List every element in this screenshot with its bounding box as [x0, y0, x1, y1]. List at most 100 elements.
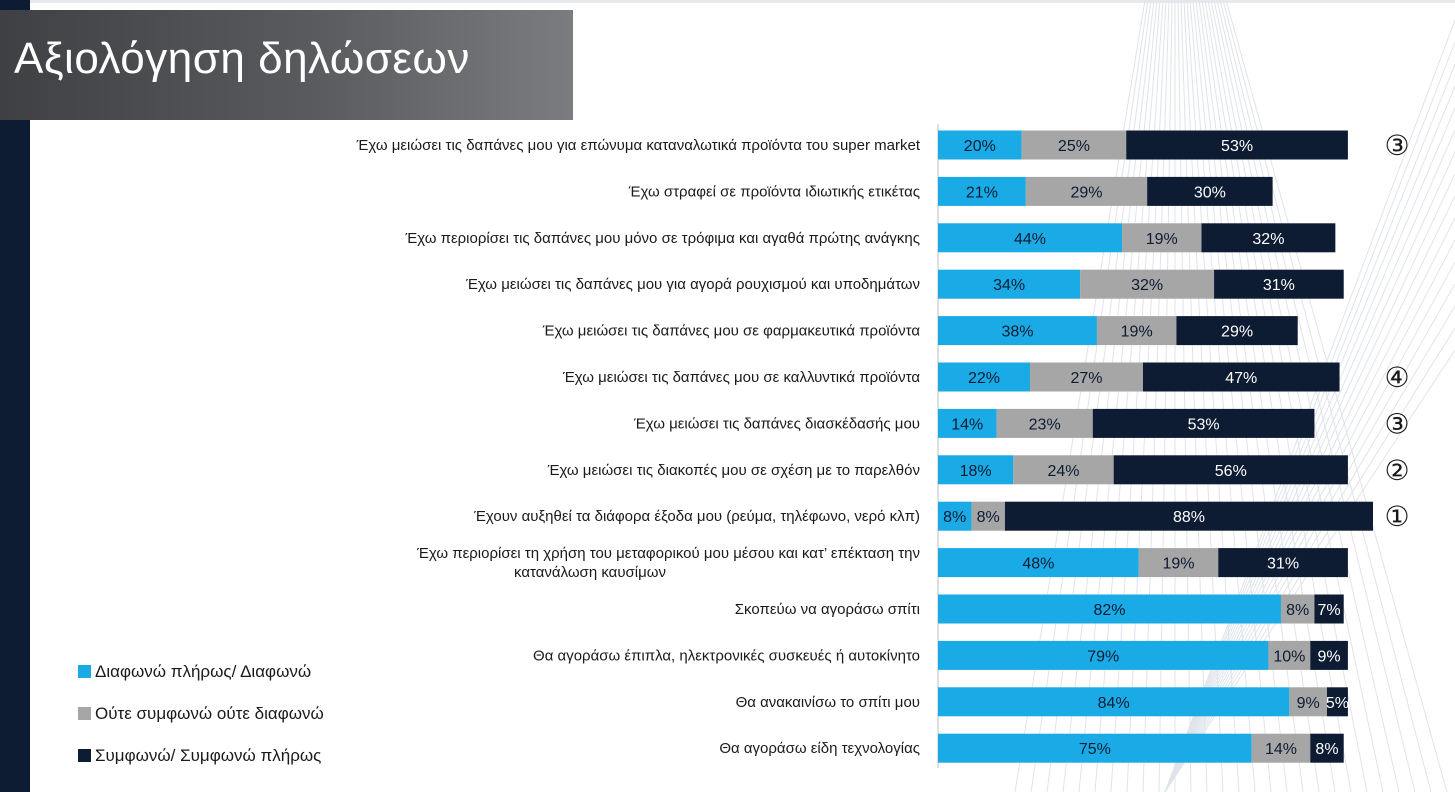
data-label-neutral: 25%	[1058, 138, 1090, 155]
bar-segment-disagree	[938, 223, 1123, 253]
data-label-disagree: 14%	[951, 416, 983, 433]
legend-label-neutral: Ούτε συμφωνώ ούτε διαφωνώ	[95, 704, 324, 723]
legend-item-disagree: Διαφωνώ πλήρως/ Διαφωνώ	[78, 662, 311, 682]
bar-segment-agree	[1310, 640, 1348, 670]
data-label-neutral: 14%	[1265, 741, 1297, 758]
rank-marker: ③	[1384, 407, 1409, 440]
data-label-neutral: 23%	[1029, 416, 1061, 433]
bar-segment-neutral	[1025, 176, 1148, 206]
data-label-neutral: 19%	[1162, 556, 1194, 573]
title-banner: Αξιολόγηση δηλώσεων	[0, 10, 573, 120]
data-label-disagree: 18%	[960, 463, 992, 480]
data-label-disagree: 82%	[1093, 602, 1125, 619]
bar-segment-agree	[1218, 548, 1348, 578]
data-label-agree: 30%	[1194, 184, 1226, 201]
bar-segment-disagree	[938, 316, 1097, 346]
bar-segment-neutral	[1138, 548, 1219, 578]
bar-segment-neutral	[1280, 594, 1315, 624]
bar-segment-neutral	[1096, 316, 1177, 346]
data-label-disagree: 21%	[966, 184, 998, 201]
legend-label-disagree: Διαφωνώ πλήρως/ Διαφωνώ	[95, 662, 312, 681]
data-label-agree: 32%	[1252, 231, 1284, 248]
data-label-disagree: 48%	[1022, 556, 1054, 573]
data-label-agree: 88%	[1173, 509, 1205, 526]
bar-segment-neutral	[1021, 130, 1127, 160]
category-label: Θα αγοράσω έπιπλα, ηλεκτρονικές συσκευές…	[533, 647, 920, 664]
data-label-disagree: 34%	[993, 277, 1025, 294]
category-label: Έχω στραφεί σε προϊόντα ιδιωτικής ετικέτ…	[628, 183, 920, 200]
data-label-disagree: 8%	[943, 509, 966, 526]
category-label: κατανάλωση καυσίμων	[514, 564, 666, 581]
category-label: Έχω μειώσει τις δαπάνες μου σε καλλυντικ…	[562, 369, 920, 386]
data-label-disagree: 75%	[1079, 741, 1111, 758]
data-label-agree: 8%	[1315, 741, 1338, 758]
data-label-agree: 9%	[1318, 648, 1341, 665]
bar-segment-agree	[1113, 455, 1348, 485]
data-label-disagree: 20%	[964, 138, 996, 155]
bar-segment-neutral	[1080, 269, 1215, 299]
bar-segment-disagree	[938, 269, 1081, 299]
bar-segment-agree	[1214, 269, 1344, 299]
rank-marker: ①	[1384, 500, 1409, 533]
bar-segment-agree	[1310, 733, 1344, 763]
bar-segment-neutral	[1013, 455, 1114, 485]
category-label: Έχω περιορίσει τις δαπάνες μου μόνο σε τ…	[404, 230, 920, 247]
data-label-agree: 31%	[1267, 556, 1299, 573]
bar-segment-agree	[1092, 408, 1315, 438]
legend-item-agree: Συμφωνώ/ Συμφωνώ πλήρως	[78, 746, 321, 766]
data-label-disagree: 22%	[968, 370, 1000, 387]
category-label: Σκοπεύω να αγοράσω σπίτι	[735, 601, 920, 618]
data-label-agree: 5%	[1326, 695, 1349, 712]
rank-marker: ②	[1384, 454, 1409, 487]
category-label: Έχω μειώσει τις δαπάνες μου σε φαρμακευτ…	[542, 323, 921, 340]
category-label: Έχω μειώσει τις δαπάνες διασκέδασής μου	[633, 415, 920, 432]
bar-segment-agree	[1176, 316, 1298, 346]
bar-segment-neutral	[1251, 733, 1311, 763]
data-label-agree: 29%	[1221, 324, 1253, 341]
data-label-neutral: 29%	[1070, 184, 1102, 201]
legend-item-neutral: Ούτε συμφωνώ ούτε διαφωνώ	[78, 704, 324, 724]
category-label: Θα αγοράσω είδη τεχνολογίας	[719, 740, 920, 757]
left-sidebar-strip	[0, 0, 30, 792]
bar-segment-agree	[1201, 223, 1336, 253]
bar-segment-disagree	[938, 548, 1139, 578]
bar-segment-agree	[1126, 130, 1348, 160]
bar-segment-disagree	[938, 501, 972, 531]
data-label-agree: 53%	[1221, 138, 1253, 155]
bar-segment-disagree	[938, 640, 1269, 670]
bar-segment-neutral	[1030, 362, 1143, 392]
bar-segment-agree	[1142, 362, 1340, 392]
bar-segment-disagree	[938, 408, 997, 438]
bar-segment-neutral	[1268, 640, 1311, 670]
data-label-disagree: 44%	[1014, 231, 1046, 248]
bar-segment-disagree	[938, 455, 1014, 485]
data-label-neutral: 10%	[1273, 648, 1305, 665]
data-label-neutral: 19%	[1146, 231, 1178, 248]
category-label: Θα ανακαινίσω το σπίτι μου	[736, 694, 920, 711]
data-label-agree: 47%	[1225, 370, 1257, 387]
legend-swatch-disagree	[78, 665, 91, 678]
bar-segment-neutral	[1289, 687, 1327, 717]
bar-segment-agree	[1314, 594, 1344, 624]
legend-label-agree: Συμφωνώ/ Συμφωνώ πλήρως	[95, 746, 322, 765]
legend-swatch-neutral	[78, 707, 91, 720]
data-label-neutral: 32%	[1131, 277, 1163, 294]
data-label-disagree: 84%	[1098, 695, 1130, 712]
data-label-neutral: 27%	[1070, 370, 1102, 387]
data-label-neutral: 8%	[977, 509, 1000, 526]
category-label: Έχω μειώσει τις δαπάνες μου για αγορά ρο…	[465, 276, 920, 293]
bar-segment-disagree	[938, 176, 1026, 206]
legend-swatch-agree	[78, 749, 91, 762]
bar-segment-neutral	[996, 408, 1093, 438]
bar-segment-disagree	[938, 130, 1022, 160]
bar-segment-agree	[1004, 501, 1373, 531]
data-label-neutral: 19%	[1121, 324, 1153, 341]
data-label-neutral: 24%	[1047, 463, 1079, 480]
bar-segment-neutral	[971, 501, 1005, 531]
bar-segment-disagree	[938, 594, 1281, 624]
category-label: Έχω μειώσει τις διακοπές μου σε σχέση με…	[547, 462, 920, 479]
data-label-agree: 31%	[1263, 277, 1295, 294]
bar-segment-disagree	[938, 687, 1290, 717]
bar-segment-neutral	[1122, 223, 1202, 253]
